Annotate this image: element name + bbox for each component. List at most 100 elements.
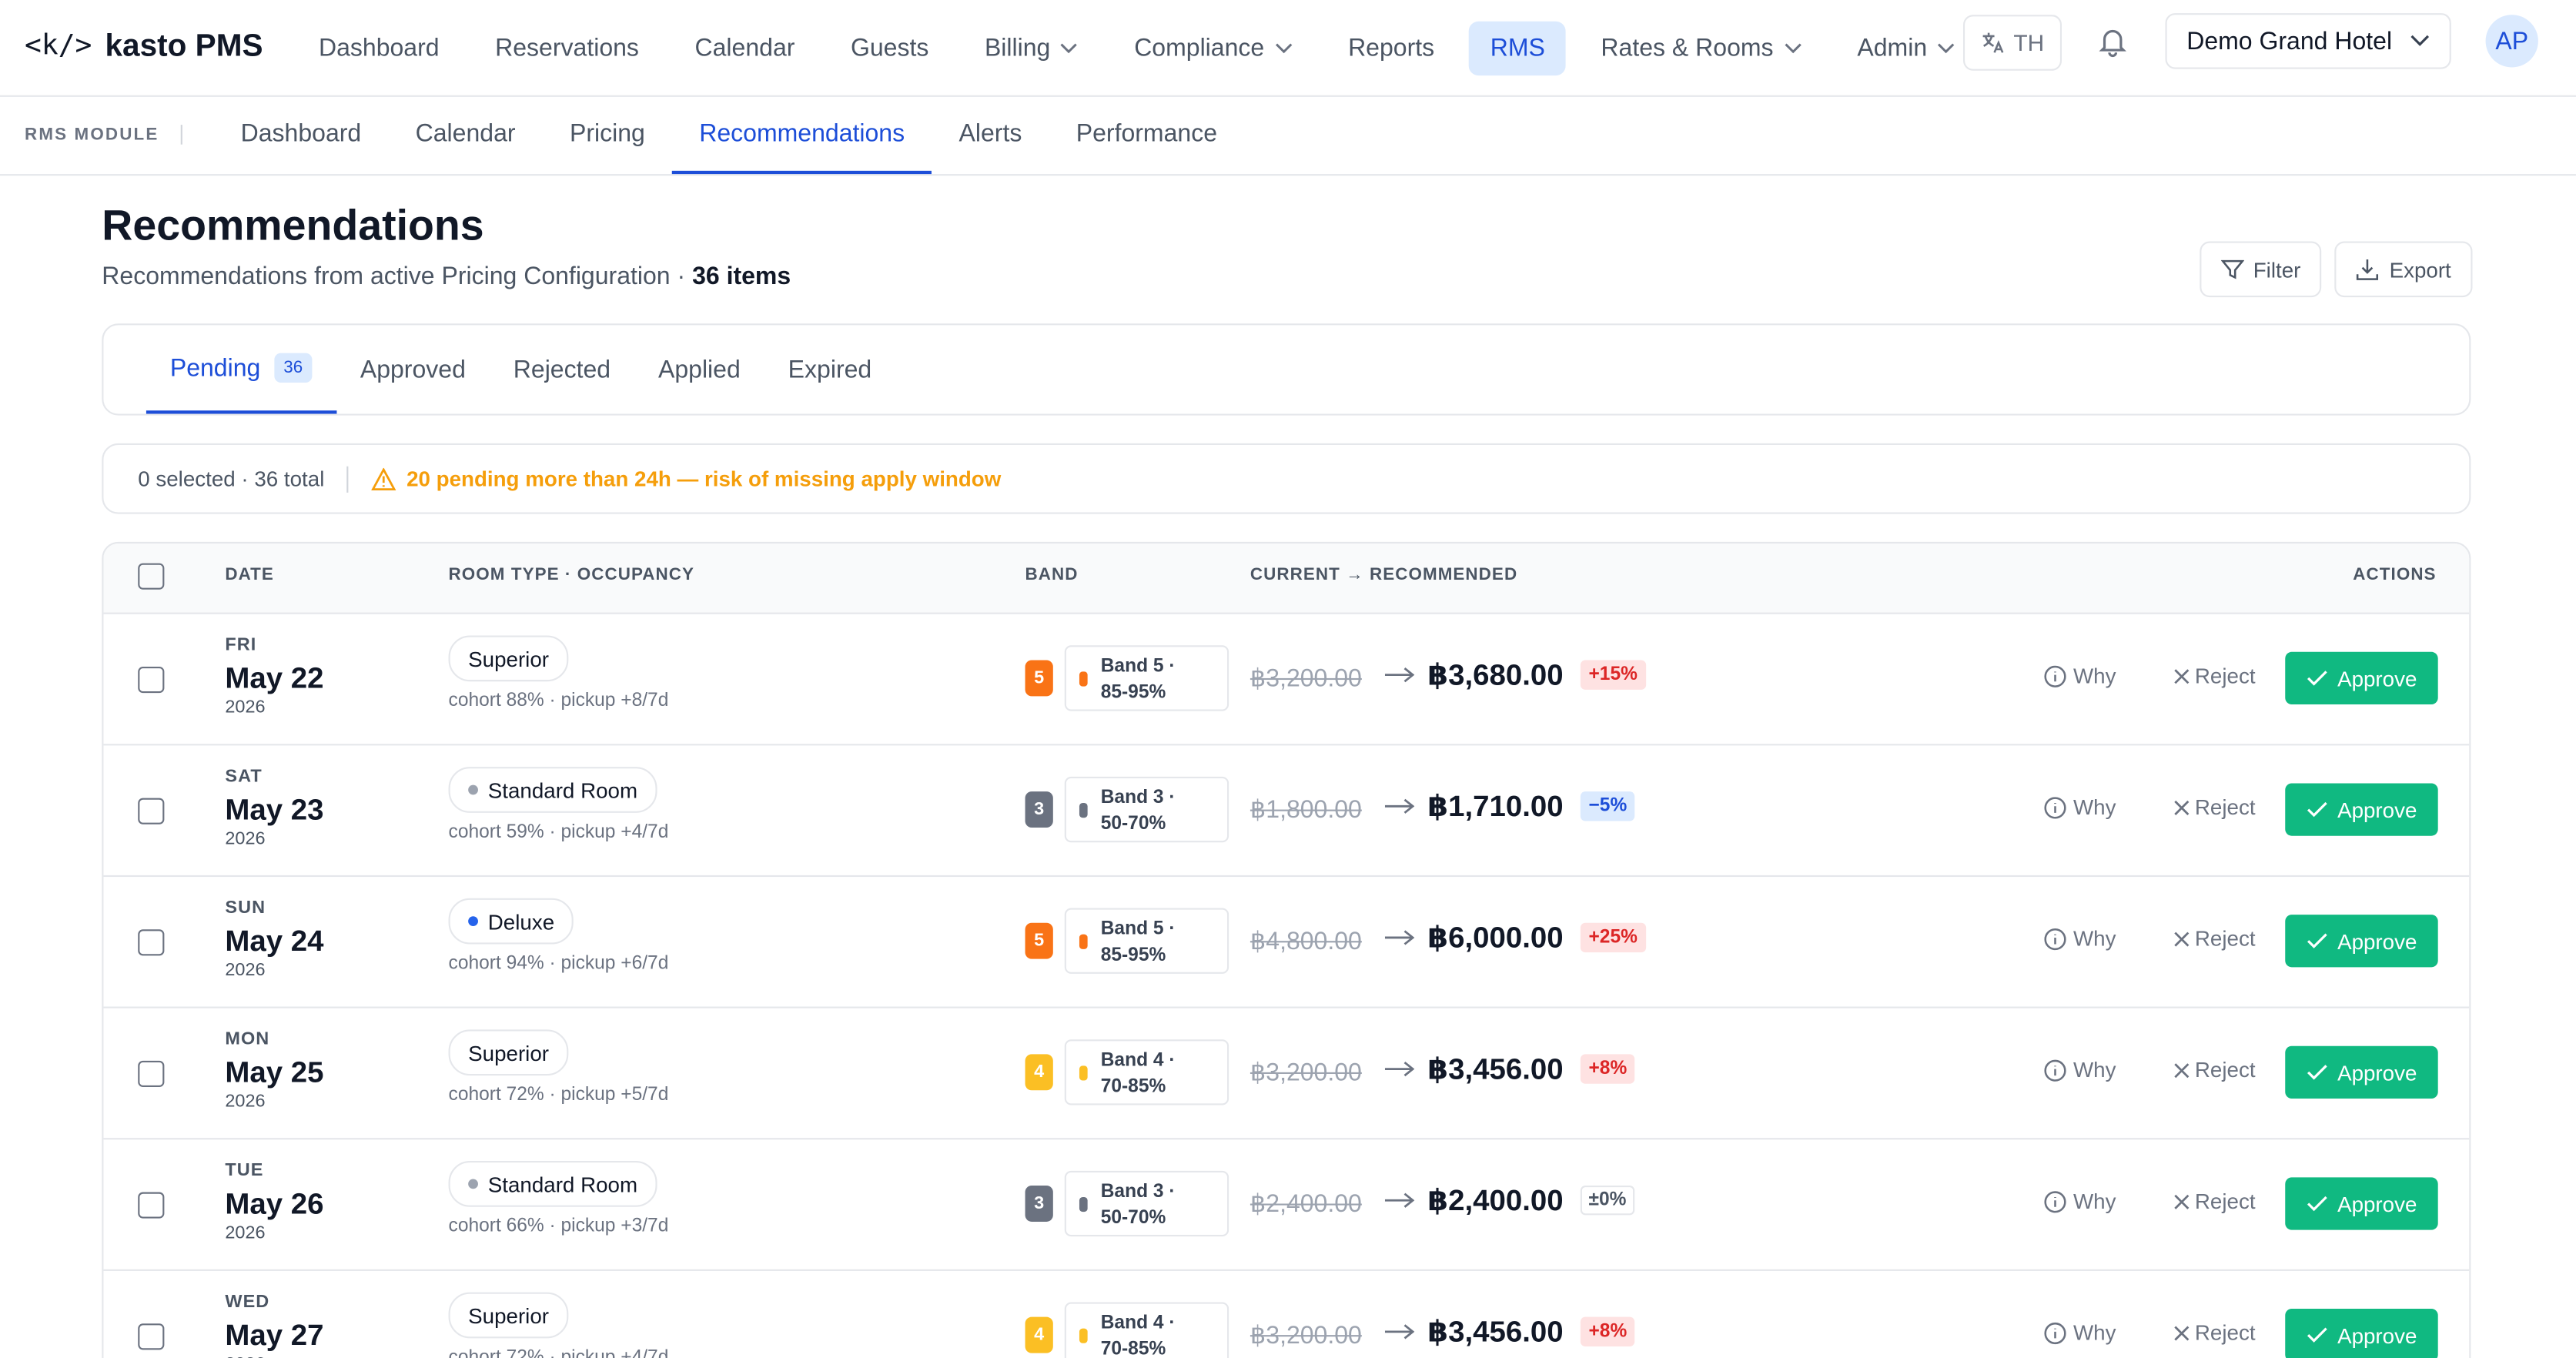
filter-button[interactable]: Filter	[2199, 241, 2323, 298]
nav-item[interactable]: Compliance	[1112, 21, 1313, 75]
room-type: Superior	[448, 1029, 569, 1076]
column-header: BAND	[1025, 564, 1079, 585]
sub-nav-item[interactable]: Alerts	[958, 119, 1022, 148]
room-name: Superior	[468, 1040, 550, 1065]
weekday: WED	[225, 1292, 270, 1313]
band-indicator	[1079, 1328, 1088, 1343]
reject-button[interactable]: Reject	[2172, 794, 2256, 819]
sub-nav-item[interactable]: Calendar	[415, 119, 516, 148]
row-checkbox[interactable]	[138, 666, 165, 694]
room-dot	[468, 1179, 478, 1189]
approve-button[interactable]: Approve	[2285, 651, 2438, 705]
nav-item[interactable]: Dashboard	[297, 21, 460, 75]
nav-item[interactable]: Billing	[963, 21, 1099, 75]
notifications[interactable]	[2096, 25, 2129, 58]
why-button[interactable]: Why	[2044, 926, 2116, 951]
warning-text: 20 pending more than 24h — risk of missi…	[406, 466, 1002, 491]
sub-nav-item[interactable]: Pricing	[569, 119, 645, 148]
table-row: FRI May 22 2026 Superior cohort 88% · pickup…	[103, 614, 2470, 746]
approve-button[interactable]: Approve	[2285, 783, 2438, 836]
why-button[interactable]: Why	[2044, 794, 2116, 819]
row-checkbox[interactable]	[138, 1323, 165, 1350]
nav-item[interactable]: Admin	[1836, 21, 1977, 75]
language-switch[interactable]: TH	[1963, 15, 2062, 71]
band-range: 70-85%	[1100, 1340, 1166, 1358]
nav-item[interactable]: RMS	[1468, 20, 1567, 75]
status-bar: 0 selected · 36 total 20 pending more th…	[102, 443, 2471, 514]
recommendations-table: DATE ROOM TYPE · OCCUPANCY BAND CURRENT …	[102, 541, 2471, 1358]
hotel-select[interactable]: Demo Grand Hotel	[2165, 13, 2451, 69]
band-label: Band 5 ·	[1100, 657, 1176, 677]
select-all[interactable]	[138, 563, 165, 590]
row-checkbox[interactable]	[138, 929, 165, 956]
weekday: SAT	[225, 767, 263, 787]
why-button[interactable]: Why	[2044, 1189, 2116, 1213]
band-range: 50-70%	[1100, 814, 1166, 835]
avatar[interactable]: AP	[2485, 15, 2538, 68]
approve-button[interactable]: Approve	[2285, 1177, 2438, 1230]
weekday: FRI	[225, 635, 257, 656]
reject-button[interactable]: Reject	[2172, 664, 2256, 688]
table-row: MON May 25 2026 Superior cohort 72% · pickup…	[103, 1008, 2470, 1140]
nav-label: Calendar	[694, 33, 795, 62]
sub-nav-item[interactable]: Recommendations	[672, 97, 932, 175]
warning: 20 pending more than 24h — risk of missi…	[372, 467, 1001, 491]
reject-button[interactable]: Reject	[2172, 926, 2256, 951]
band-indicator	[1079, 1065, 1088, 1081]
tab[interactable]: Applied	[634, 325, 764, 413]
nav-label: Reports	[1348, 33, 1435, 62]
tab-badge: 36	[273, 353, 313, 383]
room-name: Deluxe	[487, 908, 555, 934]
band-label: Band 3 ·	[1100, 788, 1176, 808]
current-rate: ฿4,800.00	[1250, 928, 1362, 956]
arrow-icon	[1384, 788, 1415, 823]
tab[interactable]: Approved	[336, 325, 490, 413]
row-checkbox[interactable]	[138, 1060, 165, 1088]
why-button[interactable]: Why	[2044, 1320, 2116, 1345]
room-type: Superior	[448, 1292, 569, 1339]
current-rate: ฿2,400.00	[1250, 1190, 1362, 1219]
tab[interactable]: Pending 36	[146, 325, 336, 414]
reject-button[interactable]: Reject	[2172, 1320, 2256, 1345]
nav-item[interactable]: Guests	[829, 21, 950, 75]
band-box: Band 4 · 70-85%	[1064, 1302, 1229, 1358]
tab[interactable]: Rejected	[490, 325, 634, 413]
approve-button[interactable]: Approve	[2285, 1309, 2438, 1358]
nav-item[interactable]: Reports	[1326, 21, 1456, 75]
why-button[interactable]: Why	[2044, 1058, 2116, 1082]
logo[interactable]: <k/> kasto PMS	[25, 29, 263, 65]
export-button[interactable]: Export	[2335, 241, 2473, 298]
button-label: Reject	[2194, 926, 2256, 952]
room-type: Standard Room	[448, 767, 657, 813]
why-button[interactable]: Why	[2044, 664, 2116, 688]
table-row: TUE May 26 2026 Standard Room cohort 66% · p…	[103, 1139, 2470, 1271]
row-checkbox[interactable]	[138, 798, 165, 824]
nav-item[interactable]: Reservations	[473, 21, 660, 75]
occupancy-meta: cohort 72% · pickup +5/7d	[448, 1085, 669, 1105]
weekday: TUE	[225, 1161, 264, 1181]
approve-button[interactable]: Approve	[2285, 1045, 2438, 1099]
table-row: SAT May 23 2026 Standard Room cohort 59% · p…	[103, 745, 2470, 878]
tab[interactable]: Expired	[764, 325, 895, 413]
tab-label: Pending	[169, 353, 261, 382]
reject-button[interactable]: Reject	[2172, 1189, 2256, 1213]
reject-button[interactable]: Reject	[2172, 1058, 2256, 1082]
sub-nav-item[interactable]: Dashboard	[240, 119, 362, 148]
current-rate: ฿1,800.00	[1250, 796, 1362, 824]
button-label: Why	[2073, 926, 2116, 952]
nav-item[interactable]: Calendar	[674, 21, 816, 75]
date: May 23	[225, 793, 324, 826]
nav-label: RMS	[1490, 33, 1545, 62]
nav-item[interactable]: Rates & Rooms	[1580, 21, 1823, 75]
room-dot	[468, 916, 478, 927]
band-indicator	[1079, 1196, 1088, 1212]
arrow-icon	[1384, 1051, 1415, 1085]
sub-nav-item[interactable]: Performance	[1076, 119, 1218, 148]
tab-label: Rejected	[513, 355, 611, 384]
approve-button[interactable]: Approve	[2285, 915, 2438, 968]
arrow-icon	[1384, 1182, 1415, 1217]
row-checkbox[interactable]	[138, 1192, 165, 1219]
date: May 26	[225, 1187, 324, 1220]
